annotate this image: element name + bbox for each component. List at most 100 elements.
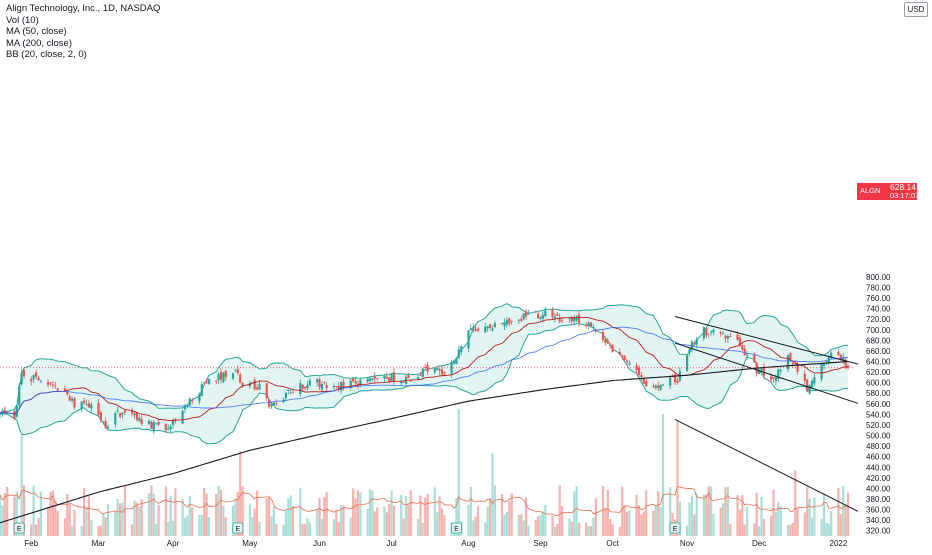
y-tick-label: 380.00 — [866, 495, 891, 504]
legend-volume[interactable]: Vol (10) — [6, 14, 39, 26]
bb-basis-line — [0, 316, 849, 422]
volume-bar — [1, 505, 4, 536]
candle — [491, 325, 494, 332]
volume-bar — [231, 505, 235, 536]
candle-body — [676, 380, 679, 383]
candle — [275, 399, 278, 407]
volume-bar — [49, 492, 52, 536]
volume-bar — [376, 507, 379, 536]
y-tick-label: 800.00 — [866, 273, 891, 282]
candle-body — [316, 379, 319, 383]
volume-bar — [87, 496, 90, 536]
candle — [575, 314, 578, 323]
x-tick-label: May — [242, 539, 257, 548]
volume-bar — [181, 499, 184, 536]
volume-bar — [842, 486, 845, 536]
candle-body — [272, 402, 275, 406]
candle — [772, 377, 775, 383]
candle — [837, 349, 840, 357]
volume-bar — [813, 497, 816, 536]
candle — [693, 340, 696, 346]
x-tick-label: Sep — [533, 539, 548, 548]
volume-bar — [342, 505, 345, 536]
y-tick-label: 760.00 — [866, 294, 891, 303]
candle — [522, 313, 525, 321]
candle — [239, 372, 242, 384]
volume-bar — [51, 490, 54, 536]
candle-body — [39, 380, 42, 382]
candle-body — [467, 330, 470, 349]
y-tick-label: 620.00 — [866, 368, 891, 377]
volume-bar — [796, 508, 799, 536]
volume-bar — [383, 506, 386, 536]
volume-bar — [301, 524, 304, 536]
candle-body — [611, 345, 614, 352]
candle — [150, 420, 153, 429]
candle — [407, 373, 410, 379]
volume-bar — [594, 498, 597, 536]
legend-bollinger[interactable]: BB (20, close, 2, 0) — [6, 49, 87, 60]
candle-body — [534, 311, 537, 313]
volume-bar — [66, 494, 69, 536]
candle-body — [561, 320, 564, 322]
candle — [604, 336, 607, 346]
candle-body — [457, 349, 460, 358]
candle-body — [332, 386, 335, 388]
candle-body — [556, 314, 559, 316]
candle — [438, 367, 441, 375]
volume-bar — [440, 508, 444, 536]
candle-body — [171, 420, 175, 425]
candle-body — [695, 339, 698, 345]
candle-body — [618, 351, 621, 355]
volume-bar — [352, 488, 355, 536]
candle — [472, 322, 475, 333]
volume-bar — [467, 504, 470, 536]
volume-bar — [618, 527, 621, 536]
candle — [452, 359, 456, 365]
candle — [224, 369, 227, 381]
volume-bar — [642, 511, 645, 536]
y-tick-label: 740.00 — [866, 305, 891, 314]
candle — [551, 307, 554, 320]
candle-body — [772, 377, 775, 379]
y-tick-label: 540.00 — [866, 410, 891, 419]
x-tick-label: Jul — [386, 539, 396, 548]
volume-bar — [491, 453, 494, 536]
volume-bar — [73, 509, 76, 536]
volume-bar — [712, 513, 715, 536]
x-tick-label: Mar — [92, 539, 106, 548]
candle — [34, 369, 38, 380]
price-tag-symbol: ALGN — [860, 186, 881, 195]
candle — [460, 345, 463, 356]
legend-ma200[interactable]: MA (200, close) — [6, 37, 72, 49]
volume-bar — [13, 496, 16, 536]
candle-body — [570, 317, 573, 322]
candle — [758, 368, 761, 375]
candle — [121, 412, 124, 419]
candle — [325, 382, 328, 392]
volume-bar — [789, 524, 792, 536]
candle-body — [621, 355, 624, 357]
candle-body — [604, 339, 607, 343]
candle-body — [292, 392, 295, 394]
volume-bar — [140, 499, 143, 536]
candle-body — [491, 328, 494, 331]
candle-body — [66, 391, 69, 395]
earnings-marker-box — [669, 522, 681, 534]
volume-bar — [205, 493, 208, 536]
candle — [623, 354, 626, 361]
legend-ma50[interactable]: MA (50, close) — [6, 26, 67, 37]
candle-body — [325, 385, 328, 388]
y-tick-label: 500.00 — [866, 432, 891, 441]
volume-bar — [573, 491, 576, 536]
volume-bar — [292, 505, 295, 536]
volume-bar — [486, 506, 489, 536]
candle — [676, 378, 679, 385]
candle — [587, 321, 590, 330]
candle — [268, 399, 271, 409]
volume-bar — [320, 518, 323, 536]
candle — [73, 396, 76, 410]
currency-button[interactable]: USD — [904, 2, 928, 17]
